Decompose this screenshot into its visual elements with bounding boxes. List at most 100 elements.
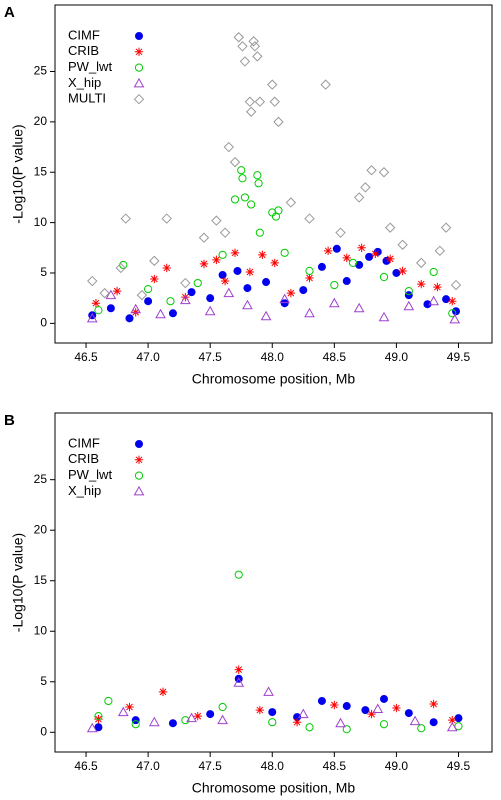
series [86, 287, 461, 324]
point [125, 702, 134, 712]
point [119, 260, 128, 270]
point [371, 249, 380, 259]
x-tick-label: 49.5 [447, 350, 471, 364]
point [180, 294, 191, 305]
point [409, 715, 421, 726]
point [342, 702, 351, 711]
point [105, 289, 117, 300]
y-tick-label: 25 [34, 472, 48, 486]
point [384, 222, 396, 233]
legend-marker [134, 47, 144, 56]
point [403, 300, 415, 311]
point [125, 314, 134, 323]
point [442, 295, 451, 304]
point [297, 708, 309, 719]
x-tick-label: 46.5 [74, 759, 98, 773]
point [187, 288, 196, 297]
point [378, 311, 390, 322]
y-axis-title: -Log10(P value) [10, 533, 26, 632]
point [434, 245, 446, 257]
point [230, 248, 240, 258]
legend-label: CIMF [68, 27, 100, 42]
point [234, 570, 243, 579]
point [193, 278, 202, 288]
point [342, 277, 351, 286]
point [286, 288, 296, 298]
point [292, 717, 302, 727]
point [252, 51, 263, 62]
legend-label: PW_lwt [68, 467, 112, 482]
point [378, 167, 390, 178]
point [106, 304, 115, 313]
point [429, 267, 438, 277]
y-tick-label: 0 [40, 724, 47, 738]
series [88, 244, 460, 323]
legend-marker [134, 63, 144, 72]
point [218, 702, 227, 712]
point [255, 228, 264, 237]
legend-label: CRIB [68, 43, 99, 58]
point [115, 262, 127, 274]
point [206, 294, 215, 303]
x-axis-title: Chromosome position, Mb [192, 780, 356, 796]
y-tick-label: 10 [34, 623, 48, 637]
plot-frame [54, 4, 493, 344]
y-tick-label: 15 [34, 164, 48, 178]
point [385, 254, 395, 264]
series [94, 166, 457, 318]
point [330, 280, 339, 290]
point [279, 293, 291, 304]
point [255, 705, 265, 715]
point [112, 286, 122, 296]
legend-label: MULTI [68, 91, 106, 106]
point [404, 709, 413, 718]
point [379, 694, 388, 703]
point [323, 246, 333, 256]
point [317, 262, 326, 271]
point [317, 696, 326, 705]
point [262, 278, 271, 287]
point [448, 296, 457, 306]
series [94, 570, 463, 734]
point [367, 709, 376, 719]
point [233, 32, 244, 43]
point [366, 165, 377, 176]
point [117, 706, 129, 717]
point [158, 687, 168, 697]
point [454, 714, 463, 723]
point [237, 41, 248, 52]
legend-marker [134, 32, 144, 40]
legend-label: CIMF [68, 435, 100, 450]
point [155, 308, 166, 319]
legend-label: X_hip [68, 483, 101, 498]
x-tick-label: 48.0 [261, 759, 285, 773]
legend-label: PW_lwt [68, 59, 112, 74]
x-tick-label: 49.0 [385, 759, 409, 773]
point [372, 703, 384, 714]
point [448, 309, 457, 318]
point [168, 719, 177, 728]
point [449, 313, 461, 324]
point [258, 250, 267, 260]
legend-marker [133, 93, 145, 105]
y-tick-label: 25 [34, 64, 48, 78]
y-tick-label: 10 [34, 215, 48, 229]
point [379, 720, 389, 729]
point [417, 724, 426, 733]
point [99, 287, 110, 299]
point [136, 289, 148, 301]
point [233, 677, 245, 687]
point [397, 239, 408, 250]
x-tick-label: 47.0 [136, 350, 160, 364]
point [440, 222, 452, 233]
point [392, 268, 401, 277]
point [273, 116, 284, 128]
point [186, 712, 197, 723]
series [94, 665, 457, 727]
legend-marker [134, 471, 144, 480]
point [417, 279, 426, 289]
point [304, 307, 315, 318]
point [285, 197, 297, 208]
point [149, 255, 160, 267]
